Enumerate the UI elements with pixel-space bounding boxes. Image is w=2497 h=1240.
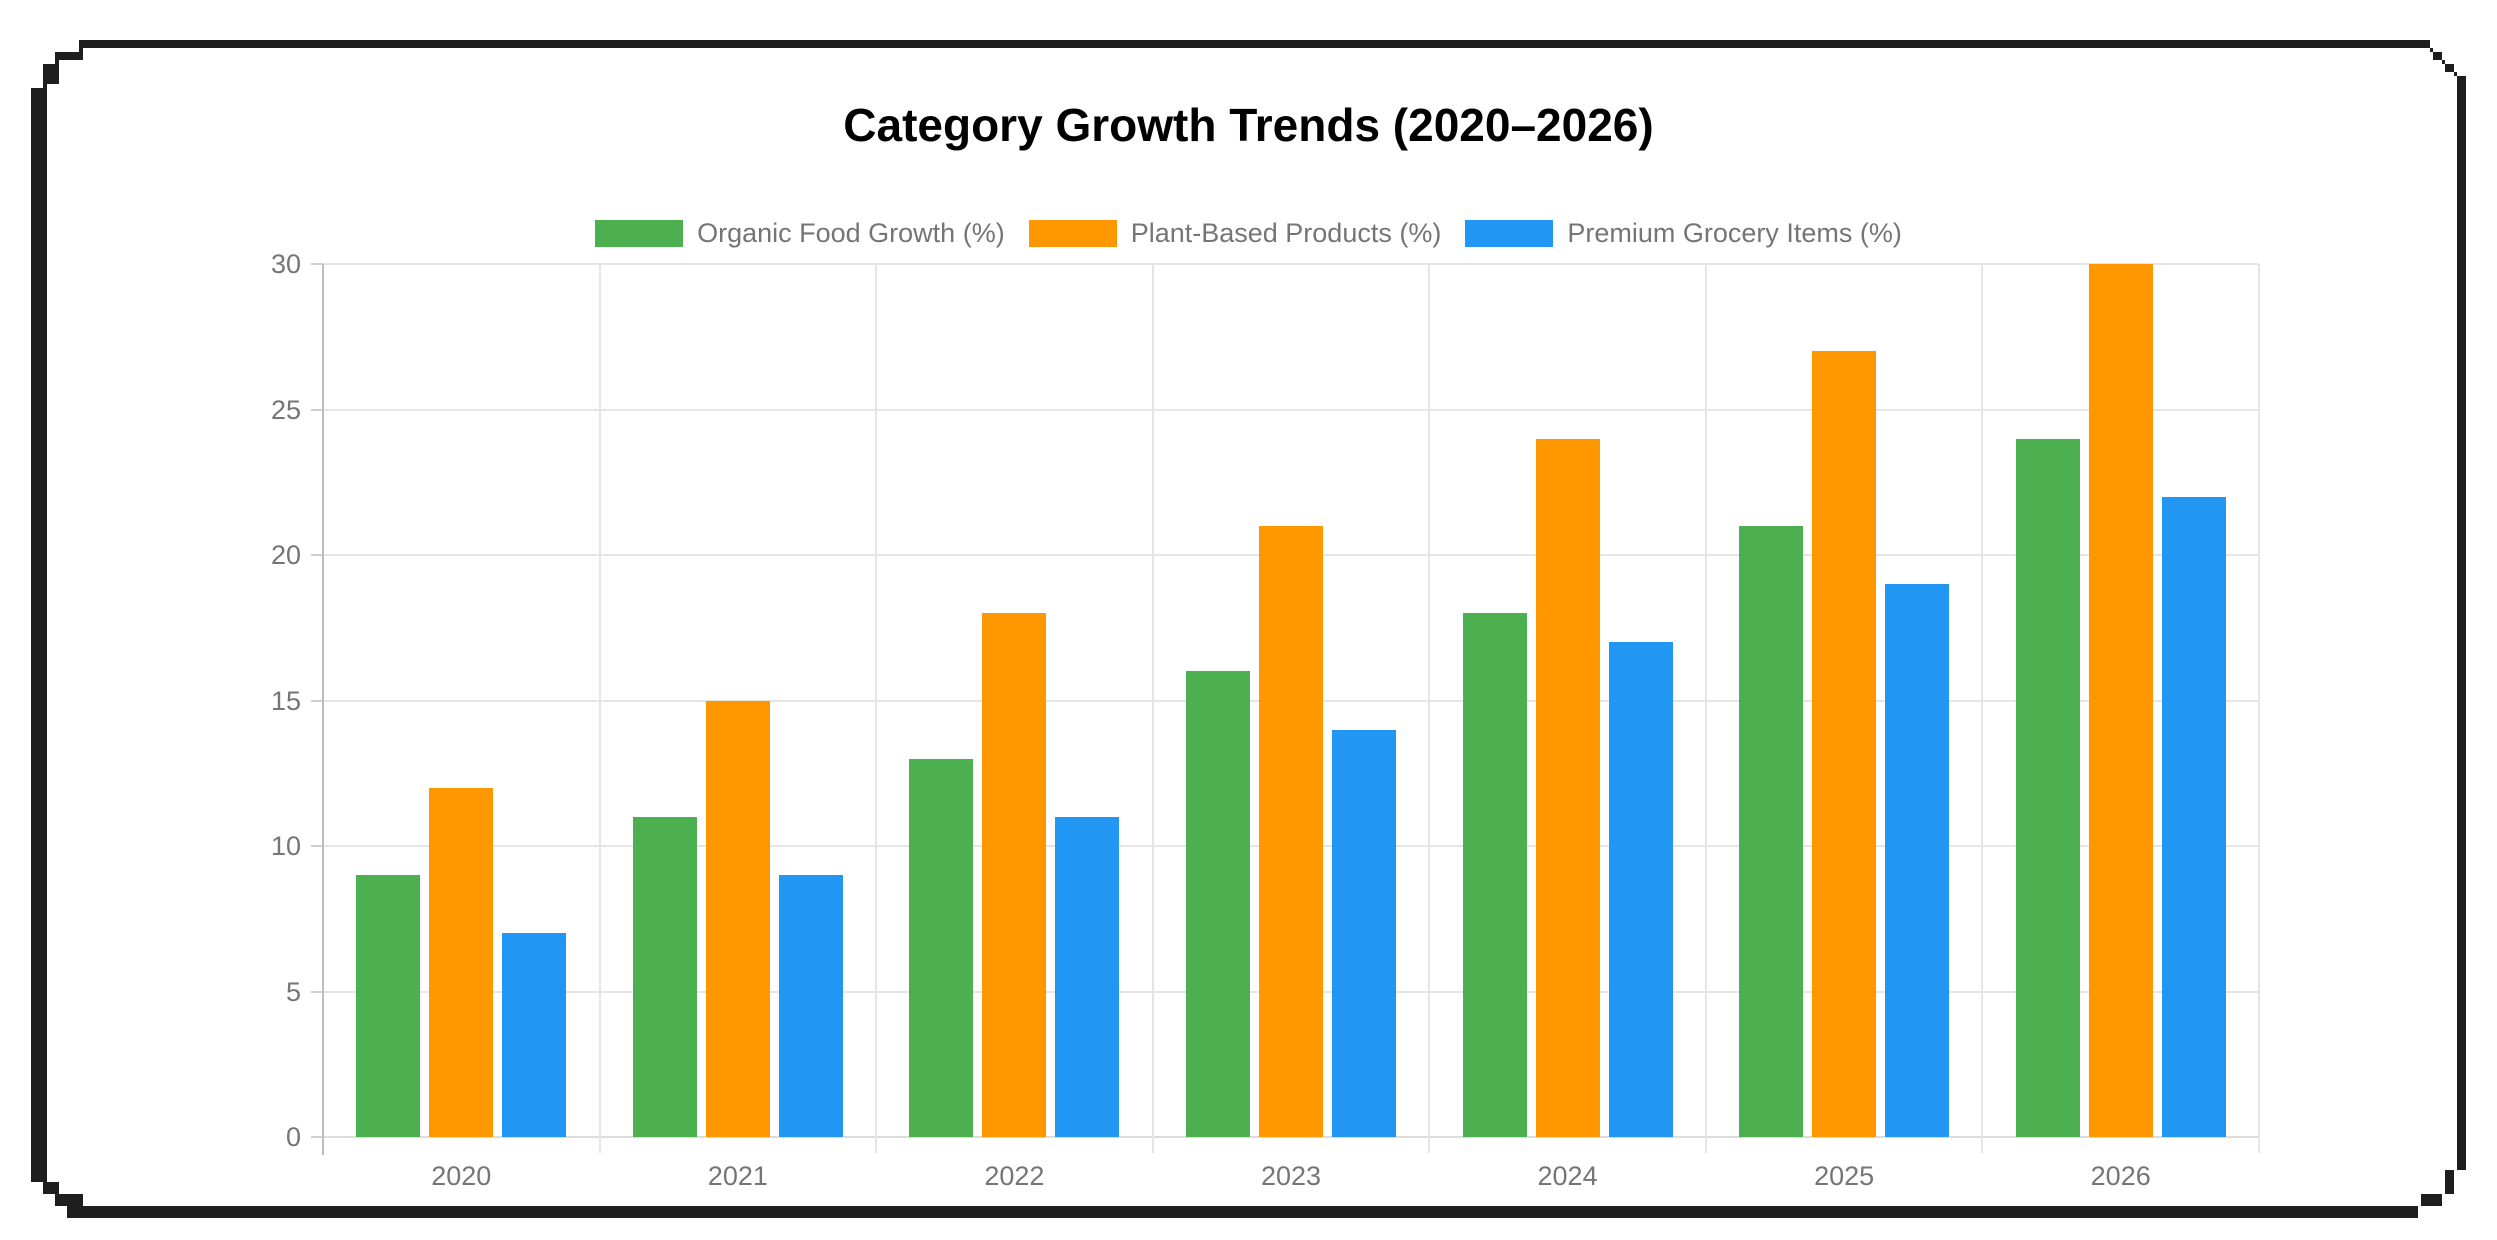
x-axis-label-2024: 2024 [1537,1161,1598,1191]
bar-2020-premium-grocery-items [502,933,567,1137]
x-axis-label-2021: 2021 [707,1161,768,1191]
bar-2025-premium-grocery-items [1885,584,1950,1137]
gridline-x-2 [875,264,878,1153]
gridline-x-6 [1981,264,1984,1153]
bar-2023-premium-grocery-items [1332,729,1396,1137]
gridline-y-25 [323,408,2259,411]
legend-label-plant-based-products: Plant-Based Products (%) [1130,218,1442,248]
y-axis-label-25: 25 [270,394,301,425]
bar-2026-plant-based-products [2088,264,2153,1137]
gridline-x-4 [1428,264,1431,1153]
legend-item-organic-food-growth[interactable]: Organic Food Growth (%) [595,218,1005,249]
bar-2022-premium-grocery-items [1055,816,1120,1137]
x-axis-label-2025: 2025 [1814,1161,1875,1191]
bar-2021-premium-grocery-items [778,875,843,1137]
bar-2026-premium-grocery-items [2161,496,2226,1137]
gridline-x-1 [598,264,601,1153]
bar-2024-plant-based-products [1535,438,1600,1137]
y-axis-label-20: 20 [270,540,301,570]
bar-2021-organic-food-growth [632,816,697,1137]
legend-swatch-premium-grocery-items [1465,220,1554,247]
x-axis-label-2020: 2020 [431,1161,492,1191]
legend-item-premium-grocery-items[interactable]: Premium Grocery Items (%) [1465,218,1902,249]
gridline-x-5 [1704,264,1707,1153]
legend-swatch-plant-based-products [1028,220,1117,247]
chart-title: Category Growth Trends (2020–2026) [843,99,1654,151]
gridline-x-7 [2258,264,2260,1153]
x-axis-label-2022: 2022 [984,1161,1045,1191]
y-axis-label-0: 0 [285,1122,301,1152]
legend-swatch-organic-food-growth [595,220,684,247]
plot-area: 0 5 10 15 20 25 30 2020 2021 2022 2023 2024 2025 2026 [271,249,2260,1191]
bar-2022-organic-food-growth [909,758,974,1137]
legend-item-plant-based-products[interactable]: Plant-Based Products (%) [1028,218,1442,249]
y-axis-label-15: 15 [270,685,301,716]
x-axis-label-2026: 2026 [2090,1161,2151,1191]
bar-2026-organic-food-growth [2015,438,2080,1137]
bar-2025-organic-food-growth [1739,525,1804,1137]
legend-label-premium-grocery-items: Premium Grocery Items (%) [1567,218,1902,248]
chart-legend: Organic Food Growth (%) Plant-Based Produ… [0,218,2497,249]
y-axis-label-30: 30 [270,249,301,279]
legend-label-organic-food-growth: Organic Food Growth (%) [697,218,1005,248]
bar-2021-plant-based-products [705,700,770,1137]
gridline-x-3 [1151,264,1154,1153]
y-axis-label-10: 10 [270,831,301,861]
bar-2022-plant-based-products [982,613,1047,1137]
y-axis-label-5: 5 [285,976,301,1007]
bar-2020-plant-based-products [429,787,494,1137]
gridline-y-30 [323,263,2259,265]
bar-2024-organic-food-growth [1462,613,1527,1137]
bar-2025-plant-based-products [1812,351,1877,1137]
y-axis-line [322,264,324,1155]
bar-2023-organic-food-growth [1186,671,1250,1137]
x-axis-label-2023: 2023 [1260,1161,1322,1191]
bar-2023-plant-based-products [1259,525,1323,1137]
bar-2020-organic-food-growth [356,875,421,1137]
bar-2024-premium-grocery-items [1608,642,1673,1137]
